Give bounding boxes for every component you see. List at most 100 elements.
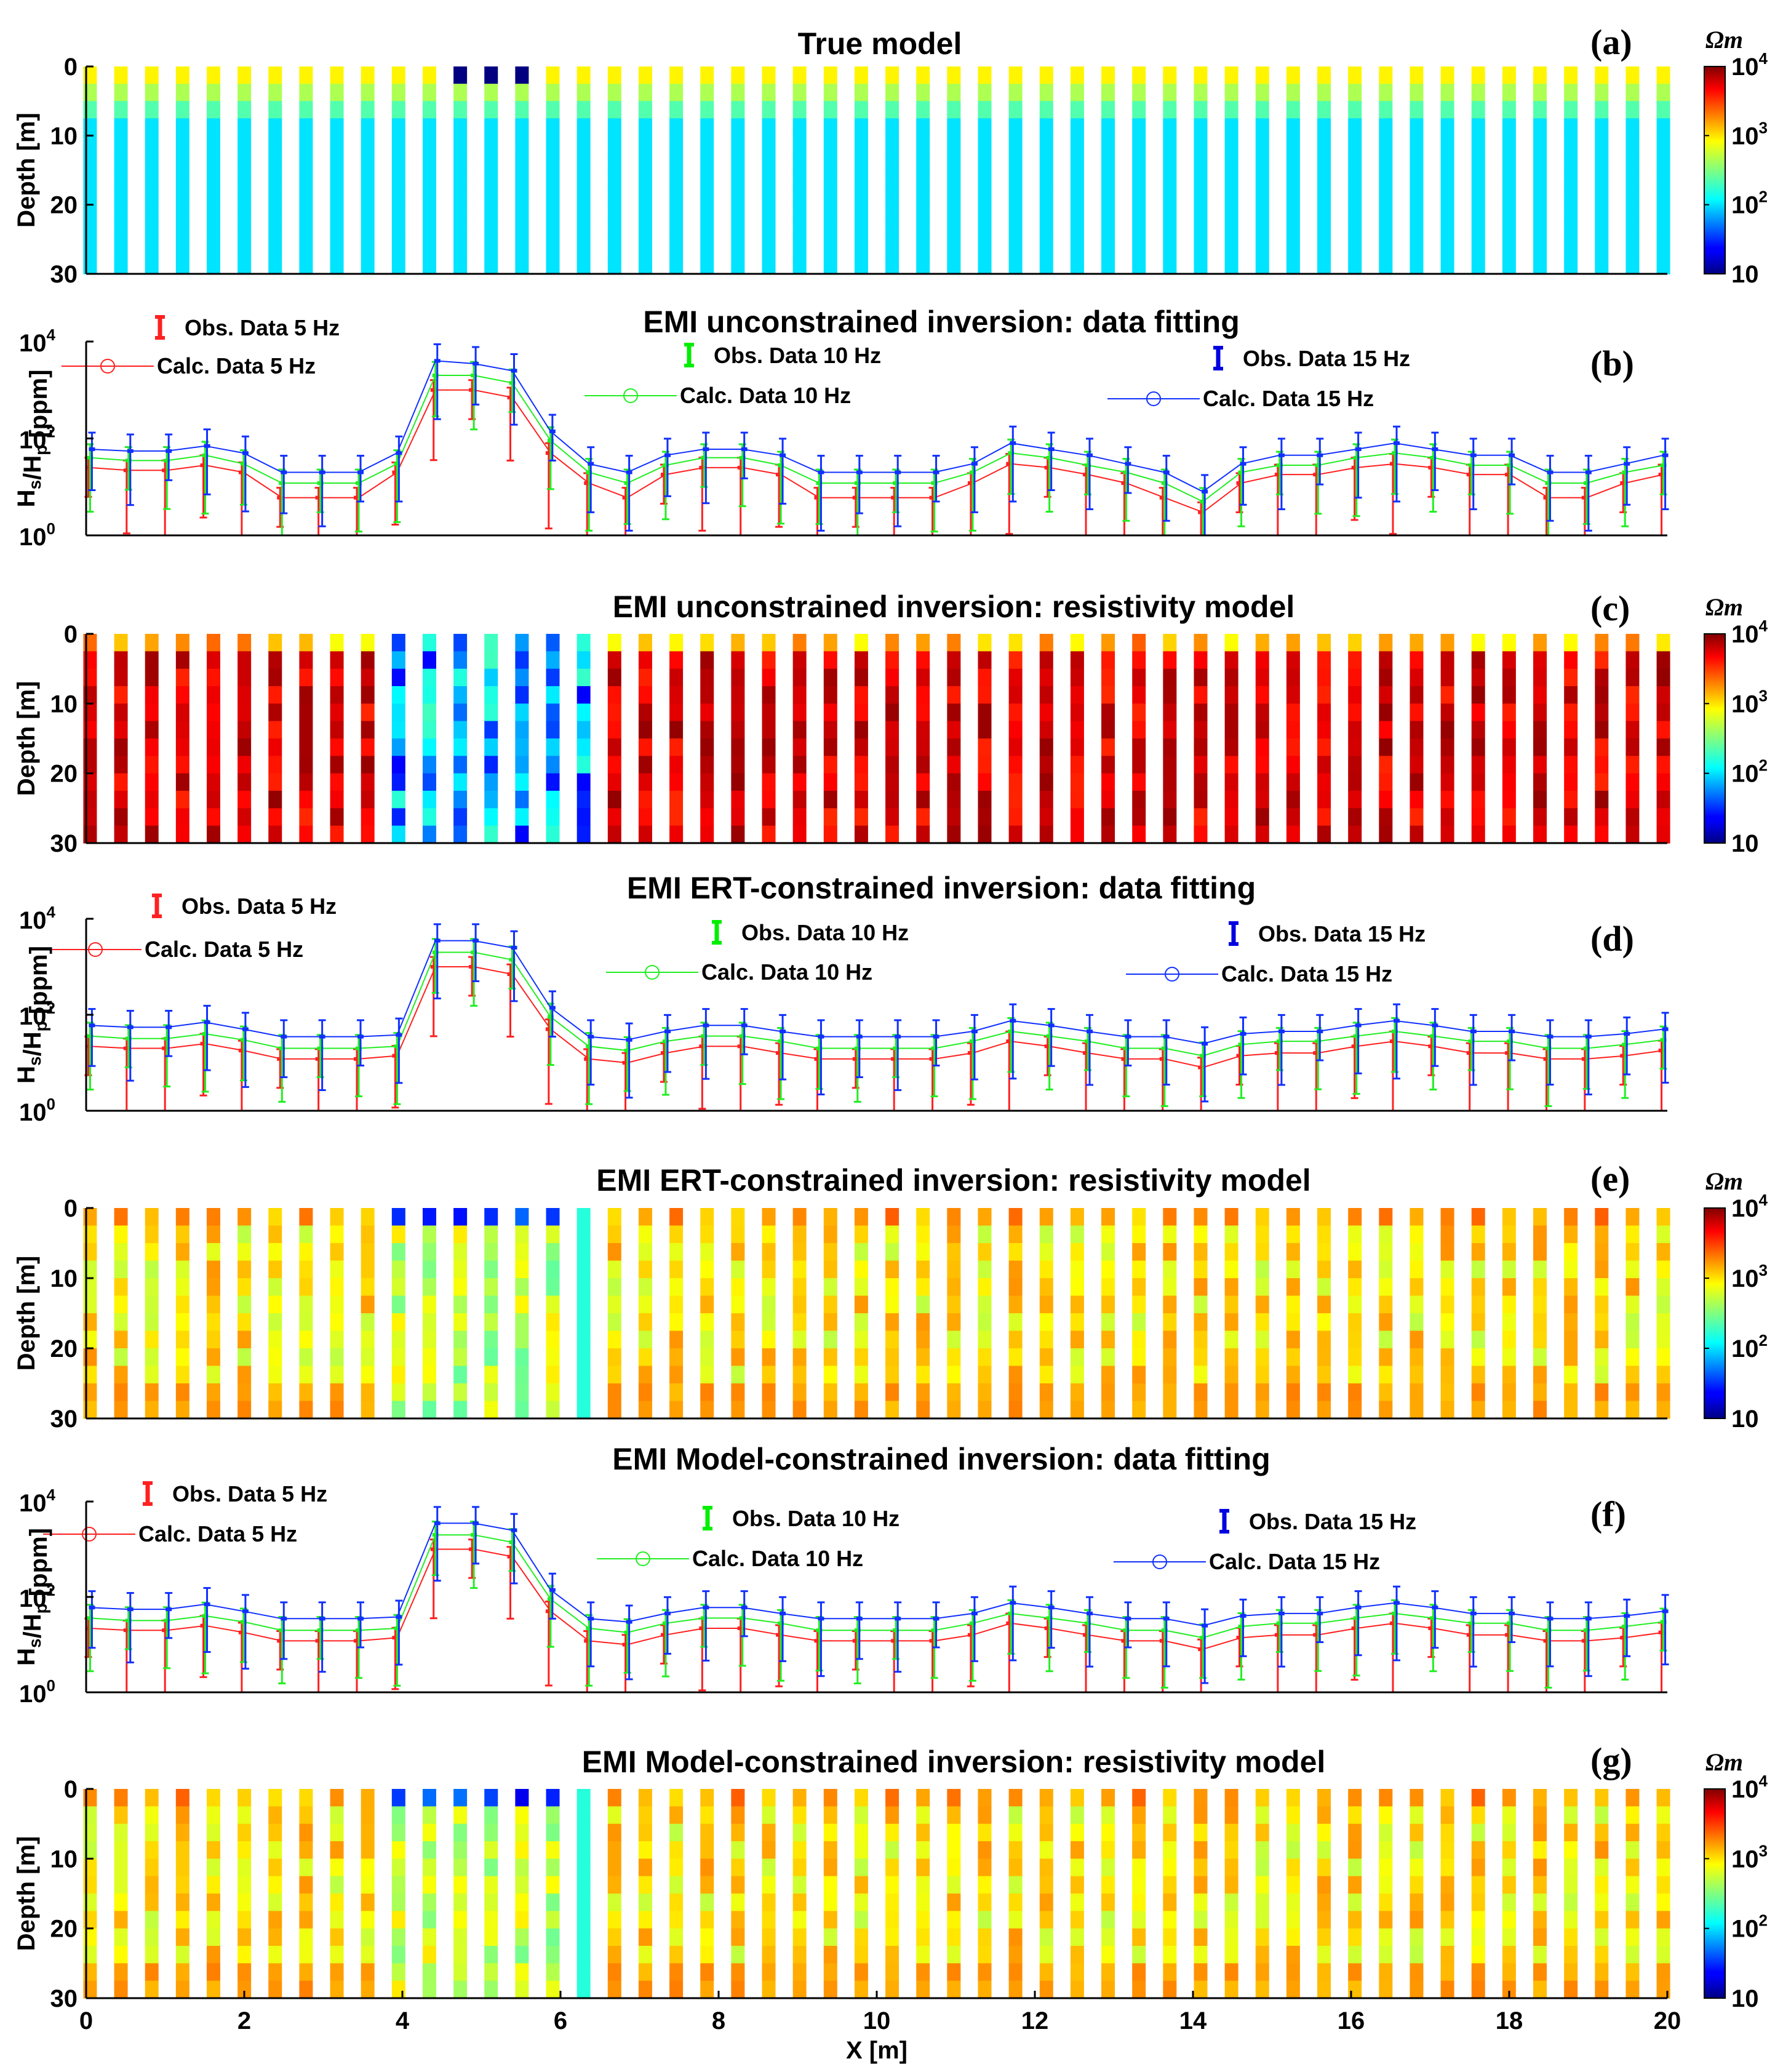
model-cell (206, 1366, 220, 1384)
model-cell (978, 1894, 992, 1911)
model-cell (731, 651, 745, 670)
model-cell (792, 1278, 807, 1297)
data-point (1507, 1039, 1514, 1044)
model-cell (422, 1278, 436, 1297)
model-column (947, 66, 961, 274)
data-point (662, 463, 669, 468)
model-cell (854, 1980, 868, 1999)
model-cell (947, 756, 961, 774)
model-column (1440, 634, 1454, 844)
model-cell (1440, 773, 1454, 791)
data-point (354, 1639, 361, 1643)
x-tick-label: 16 (1338, 2007, 1365, 2034)
error-bar (970, 446, 978, 513)
model-cell (1595, 668, 1609, 687)
panel-c-label: (c) (1590, 588, 1630, 628)
model-cell (453, 1789, 468, 1807)
model-cell (1379, 1789, 1393, 1807)
data-point (1624, 1032, 1630, 1036)
model-cell (792, 1963, 807, 1982)
model-cell (978, 1225, 992, 1244)
model-cell (1595, 1806, 1609, 1825)
model-cell (1008, 703, 1023, 722)
model-cell (1255, 84, 1269, 102)
model-cell (885, 1806, 899, 1825)
data-point (1317, 1611, 1323, 1615)
model-cell (823, 1980, 837, 1999)
model-cell (669, 256, 684, 274)
model-cell (1101, 634, 1115, 652)
model-cell (422, 204, 436, 223)
model-cell (1440, 1806, 1454, 1825)
model-cell (978, 738, 992, 756)
data-point (89, 447, 95, 451)
model-cell (391, 66, 405, 84)
model-cell (1471, 634, 1485, 652)
model-cell (1348, 1823, 1362, 1842)
model-cell (854, 1313, 868, 1332)
model-cell (1471, 1383, 1485, 1402)
model-cell (762, 738, 776, 756)
data-point (1466, 473, 1473, 477)
model-cell (391, 204, 405, 223)
colorbar-tick-label: 104 (1731, 1191, 1768, 1222)
data-point (1044, 1044, 1051, 1049)
model-cell (237, 1928, 252, 1946)
model-cell (1348, 1911, 1362, 1929)
model-cell (1502, 1243, 1516, 1262)
model-cell (916, 1225, 930, 1244)
model-cell (114, 1806, 128, 1825)
model-cell (885, 773, 899, 791)
model-cell (1039, 1278, 1053, 1297)
model-cell (1471, 773, 1485, 791)
model-cell (237, 1946, 252, 1964)
model-cell (1348, 1928, 1362, 1946)
data-point (242, 1609, 249, 1614)
model-cell (731, 1401, 745, 1419)
model-cell (1070, 1911, 1084, 1929)
model-cell (700, 101, 714, 119)
model-cell (1008, 1876, 1023, 1894)
data-point (895, 1617, 901, 1621)
model-cell (1440, 1841, 1454, 1859)
model-cell (175, 703, 189, 722)
model-cell (1008, 1823, 1023, 1842)
model-cell (330, 1348, 344, 1367)
model-cell (1471, 1823, 1485, 1842)
model-cell (669, 153, 684, 171)
model-cell (330, 1980, 344, 1999)
data-point (814, 495, 821, 500)
model-cell (299, 135, 313, 154)
model-column (700, 66, 714, 274)
model-cell (361, 153, 375, 171)
model-cell (453, 1260, 468, 1279)
model-cell (391, 1858, 405, 1877)
model-column (1410, 66, 1424, 274)
model-cell (1656, 101, 1670, 119)
depth-axis-label: Depth [m] (13, 681, 40, 796)
error-bar (357, 1601, 365, 1649)
model-cell (237, 1789, 252, 1807)
model-cell (1194, 1401, 1208, 1419)
model-cell (422, 1911, 436, 1929)
data-point (588, 1034, 594, 1039)
model-cell (1286, 1313, 1300, 1332)
model-cell (1471, 1894, 1485, 1911)
model-cell (638, 101, 652, 119)
model-cell (1348, 101, 1362, 119)
data-point (622, 495, 629, 500)
model-cell (145, 686, 159, 704)
model-cell (978, 1401, 992, 1419)
model-cell (1625, 703, 1640, 722)
model-cell (1132, 791, 1146, 809)
data-point (1198, 1065, 1205, 1070)
model-column (1410, 1208, 1424, 1419)
model-cell (546, 791, 560, 809)
model-cell (330, 1841, 344, 1859)
model-cell (237, 634, 252, 652)
data-point (778, 463, 784, 468)
model-column (330, 1208, 344, 1419)
model-cell (1163, 1278, 1177, 1297)
data-point (1581, 1057, 1588, 1061)
model-cell (762, 84, 776, 102)
